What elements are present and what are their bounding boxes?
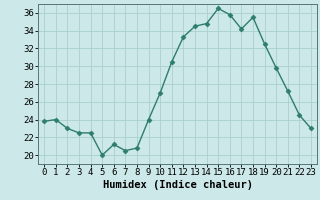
X-axis label: Humidex (Indice chaleur): Humidex (Indice chaleur) (103, 180, 252, 190)
